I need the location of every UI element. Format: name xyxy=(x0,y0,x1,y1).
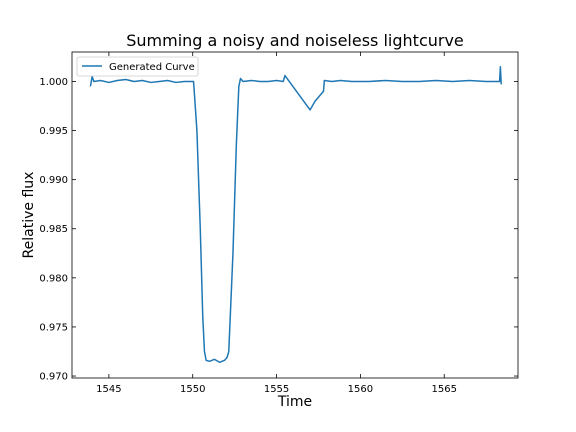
x-tick-label: 1555 xyxy=(264,384,289,395)
legend-box xyxy=(76,56,199,77)
legend-label: Generated Curve xyxy=(109,62,195,73)
series-line-0 xyxy=(89,65,502,364)
x-tick-label: 1550 xyxy=(180,384,205,395)
y-tick-label: 1.000 xyxy=(39,77,68,88)
x-tick-label: 1560 xyxy=(348,384,373,395)
y-tick-label: 0.970 xyxy=(39,372,68,383)
y-axis: 0.970 0.975 0.980 0.985 0.990 0.995 1.000 xyxy=(39,77,518,383)
x-tick-label: 1565 xyxy=(431,384,456,395)
y-tick-label: 0.995 xyxy=(39,126,68,137)
chart-title: Summing a noisy and noiseless lightcurve xyxy=(126,31,464,50)
plot-frame xyxy=(71,51,519,379)
y-tick-label: 0.985 xyxy=(39,224,68,235)
x-tick-label: 1545 xyxy=(96,384,121,395)
y-tick-label: 0.990 xyxy=(39,175,68,186)
y-tick-label: 0.980 xyxy=(39,273,68,284)
y-axis-title: Relative flux xyxy=(21,172,37,259)
y-tick-label: 0.975 xyxy=(39,322,68,333)
x-axis-title: Time xyxy=(277,394,312,410)
legend: Generated Curve xyxy=(76,56,199,77)
plot-area xyxy=(89,65,502,364)
x-axis: 1545 1550 1555 1560 1565 xyxy=(96,52,457,395)
